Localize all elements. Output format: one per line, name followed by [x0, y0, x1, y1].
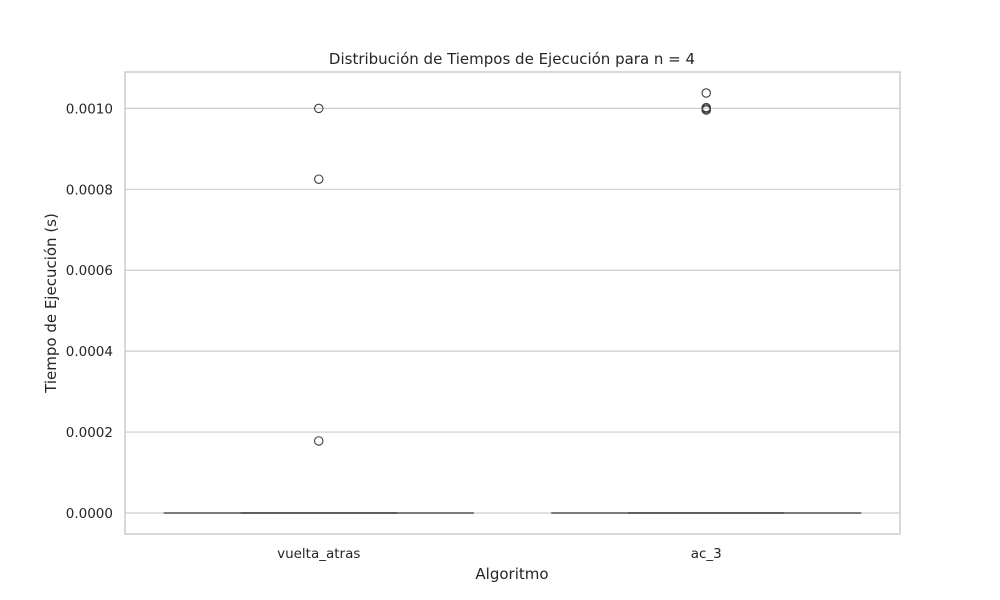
outlier-point [701, 105, 711, 115]
y-tick-label: 0.0008 [66, 182, 113, 198]
outlier-point [313, 436, 324, 446]
y-tick-label: 0.0010 [66, 101, 113, 117]
y-axis-label: Tiempo de Ejecución (s) [42, 213, 60, 394]
y-tick-label: 0.0000 [66, 506, 113, 522]
plot-area [124, 71, 901, 535]
x-tick-label: ac_3 [691, 546, 722, 562]
x-tick-label: vuelta_atras [277, 546, 360, 562]
x-tick-labels: vuelta_atras ac_3 [277, 546, 722, 562]
box-ac_3 [551, 88, 862, 514]
x-axis-label: Algoritmo [475, 565, 548, 583]
box-vuelta_atras [163, 103, 474, 514]
outlier-point [313, 174, 324, 184]
outlier-point [313, 103, 324, 114]
y-tick-labels: 0.0000 0.0002 0.0004 0.0006 0.0008 0.0010 [66, 101, 113, 522]
y-tick-label: 0.0004 [66, 344, 113, 360]
boxes-group [163, 88, 862, 514]
y-tick-label: 0.0002 [66, 425, 113, 441]
chart-title: Distribución de Tiempos de Ejecución par… [329, 50, 695, 68]
outlier-point [701, 88, 711, 98]
y-tick-label: 0.0006 [66, 263, 113, 279]
